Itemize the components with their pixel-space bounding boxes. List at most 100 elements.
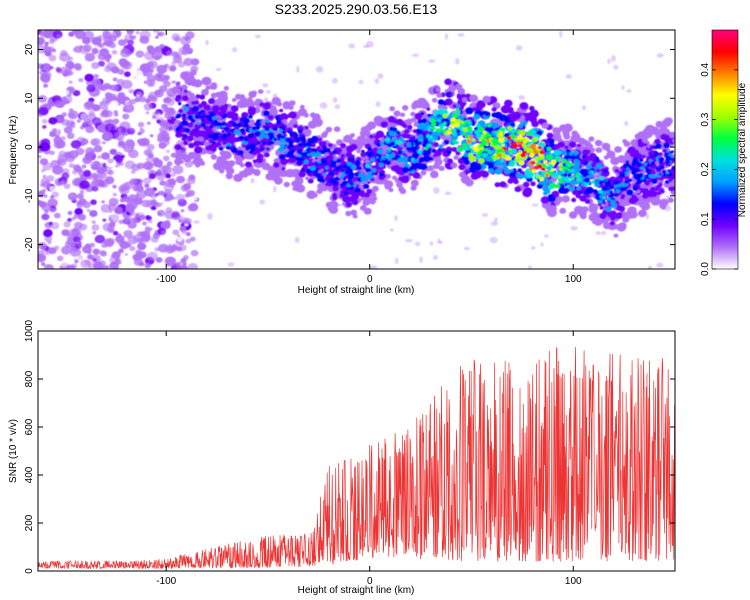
signal-blob — [231, 98, 237, 102]
signal-blob — [625, 160, 630, 164]
signal-blob — [345, 151, 353, 158]
faint-blob — [621, 85, 625, 90]
noise-blob — [75, 147, 85, 156]
signal-blob — [641, 154, 646, 159]
signal-blob — [366, 197, 374, 203]
signal-blob — [328, 183, 332, 187]
signal-blob — [548, 164, 554, 169]
signal-blob — [558, 179, 564, 184]
noise-blob — [39, 30, 47, 37]
signal-blob — [341, 169, 345, 173]
signal-blob — [254, 148, 262, 154]
noise-blob — [176, 234, 181, 238]
signal-blob — [317, 182, 325, 190]
noise-blob — [165, 173, 172, 179]
signal-blob — [360, 196, 365, 201]
signal-blob — [452, 132, 458, 137]
noise-blob — [40, 142, 51, 152]
faint-blob — [433, 187, 440, 194]
signal-blob — [352, 214, 358, 219]
noise-blob — [144, 183, 150, 188]
signal-blob — [288, 111, 297, 119]
faint-blob — [182, 221, 188, 226]
signal-blob — [188, 142, 195, 149]
signal-blob — [582, 160, 589, 166]
noise-blob — [49, 131, 56, 138]
noise-blob — [166, 161, 173, 167]
signal-blob — [501, 127, 506, 132]
faint-blob — [419, 256, 423, 264]
signal-blob — [396, 181, 403, 188]
signal-blob — [363, 192, 371, 198]
noise-blob — [124, 33, 135, 42]
signal-blob — [367, 181, 371, 184]
signal-blob — [356, 166, 362, 171]
noise-blob — [98, 171, 107, 179]
signal-blob — [475, 155, 481, 160]
signal-blob — [438, 108, 445, 115]
signal-blob — [209, 130, 214, 135]
signal-blob — [545, 173, 549, 177]
noise-blob — [59, 52, 71, 62]
noise-blob — [91, 62, 100, 70]
noise-blob — [74, 30, 86, 40]
faint-blob — [540, 242, 544, 247]
noise-blob — [135, 31, 140, 35]
signal-blob — [281, 167, 286, 171]
signal-blob — [508, 149, 513, 154]
noise-blob — [74, 243, 82, 249]
colorbar-tick-label: 0.2 — [700, 162, 711, 176]
signal-blob — [609, 190, 613, 194]
signal-blob — [289, 159, 294, 164]
noise-blob — [92, 248, 101, 255]
signal-blob — [209, 125, 214, 129]
signal-blob — [482, 95, 491, 104]
signal-blob — [499, 181, 507, 188]
signal-blob — [332, 185, 339, 192]
signal-blob — [410, 143, 415, 146]
noise-blob — [76, 167, 83, 173]
noise-blob — [156, 172, 166, 181]
noise-blob — [160, 221, 171, 230]
signal-blob — [519, 102, 529, 110]
signal-blob — [175, 96, 181, 101]
signal-blob — [494, 111, 503, 119]
signal-blob — [599, 206, 604, 210]
noise-blob — [173, 199, 178, 203]
signal-blob — [211, 105, 221, 113]
snr-series-line — [38, 346, 675, 569]
signal-blob — [626, 167, 630, 170]
noise-blob — [58, 259, 69, 267]
signal-blob — [561, 149, 567, 155]
signal-blob — [414, 112, 423, 120]
signal-blob — [578, 190, 583, 195]
signal-blob — [431, 97, 438, 103]
noise-blob — [128, 149, 139, 159]
signal-blob — [667, 197, 674, 203]
signal-blob — [282, 130, 286, 134]
signal-blob — [348, 157, 355, 163]
faint-blob — [348, 43, 355, 49]
noise-blob — [38, 41, 44, 47]
noise-blob — [126, 217, 133, 222]
noise-blob — [111, 49, 118, 55]
signal-blob — [509, 122, 515, 128]
signal-blob — [236, 122, 243, 128]
signal-blob — [281, 135, 286, 139]
noise-blob — [143, 149, 152, 156]
signal-blob — [540, 196, 550, 204]
noise-blob — [145, 111, 150, 115]
spectrogram-y-tick-label: 0 — [24, 144, 35, 150]
noise-blob — [106, 84, 113, 90]
signal-blob — [468, 166, 475, 172]
figure-title: S233.2025.290.03.56.E13 — [275, 1, 438, 17]
signal-blob — [559, 208, 567, 214]
noise-blob — [190, 86, 195, 91]
signal-blob — [201, 119, 205, 122]
signal-blob — [273, 137, 278, 141]
noise-blob — [87, 250, 92, 254]
signal-blob — [508, 157, 512, 161]
signal-blob — [277, 147, 284, 153]
signal-blob — [665, 171, 670, 175]
noise-blob — [94, 234, 106, 244]
